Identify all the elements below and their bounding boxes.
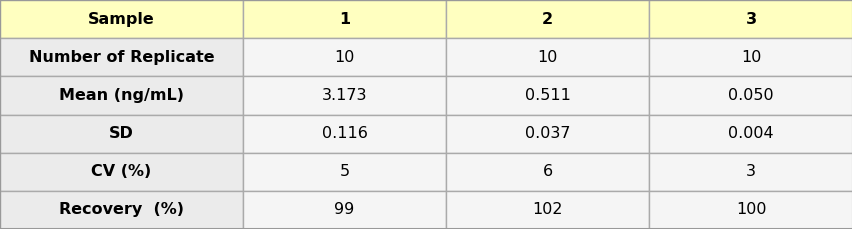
Text: 102: 102 [532,202,562,217]
Bar [0,114,243,153]
Bar [243,76,446,114]
Bar [648,153,852,191]
Bar [446,0,648,38]
Bar [0,38,243,76]
Bar [446,191,648,229]
Bar [648,76,852,114]
Text: 0.116: 0.116 [321,126,367,141]
Text: 0.050: 0.050 [728,88,773,103]
Text: Mean (ng/mL): Mean (ng/mL) [59,88,184,103]
Text: 10: 10 [740,50,760,65]
Bar [243,114,446,153]
Text: 3.173: 3.173 [321,88,367,103]
Text: CV (%): CV (%) [91,164,152,179]
Bar [0,153,243,191]
Bar [0,191,243,229]
Bar [648,114,852,153]
Text: Recovery  (%): Recovery (%) [59,202,184,217]
Text: 0.511: 0.511 [524,88,570,103]
Text: 6: 6 [542,164,552,179]
Text: 3: 3 [745,12,756,27]
Bar [446,76,648,114]
Bar [446,114,648,153]
Bar [446,38,648,76]
Bar [243,191,446,229]
Bar [243,0,446,38]
Bar [446,153,648,191]
Text: 2: 2 [541,12,553,27]
Bar [243,153,446,191]
Text: 99: 99 [334,202,354,217]
Text: 10: 10 [537,50,557,65]
Bar [243,38,446,76]
Text: 0.004: 0.004 [728,126,773,141]
Bar [0,0,243,38]
Text: Number of Replicate: Number of Replicate [29,50,214,65]
Bar [648,38,852,76]
Text: 100: 100 [735,202,765,217]
Bar [648,191,852,229]
Text: SD: SD [109,126,134,141]
Text: Sample: Sample [88,12,155,27]
Bar [0,76,243,114]
Text: 3: 3 [746,164,755,179]
Text: 5: 5 [339,164,349,179]
Bar [648,0,852,38]
Text: 0.037: 0.037 [524,126,570,141]
Text: 10: 10 [334,50,354,65]
Text: 1: 1 [338,12,350,27]
